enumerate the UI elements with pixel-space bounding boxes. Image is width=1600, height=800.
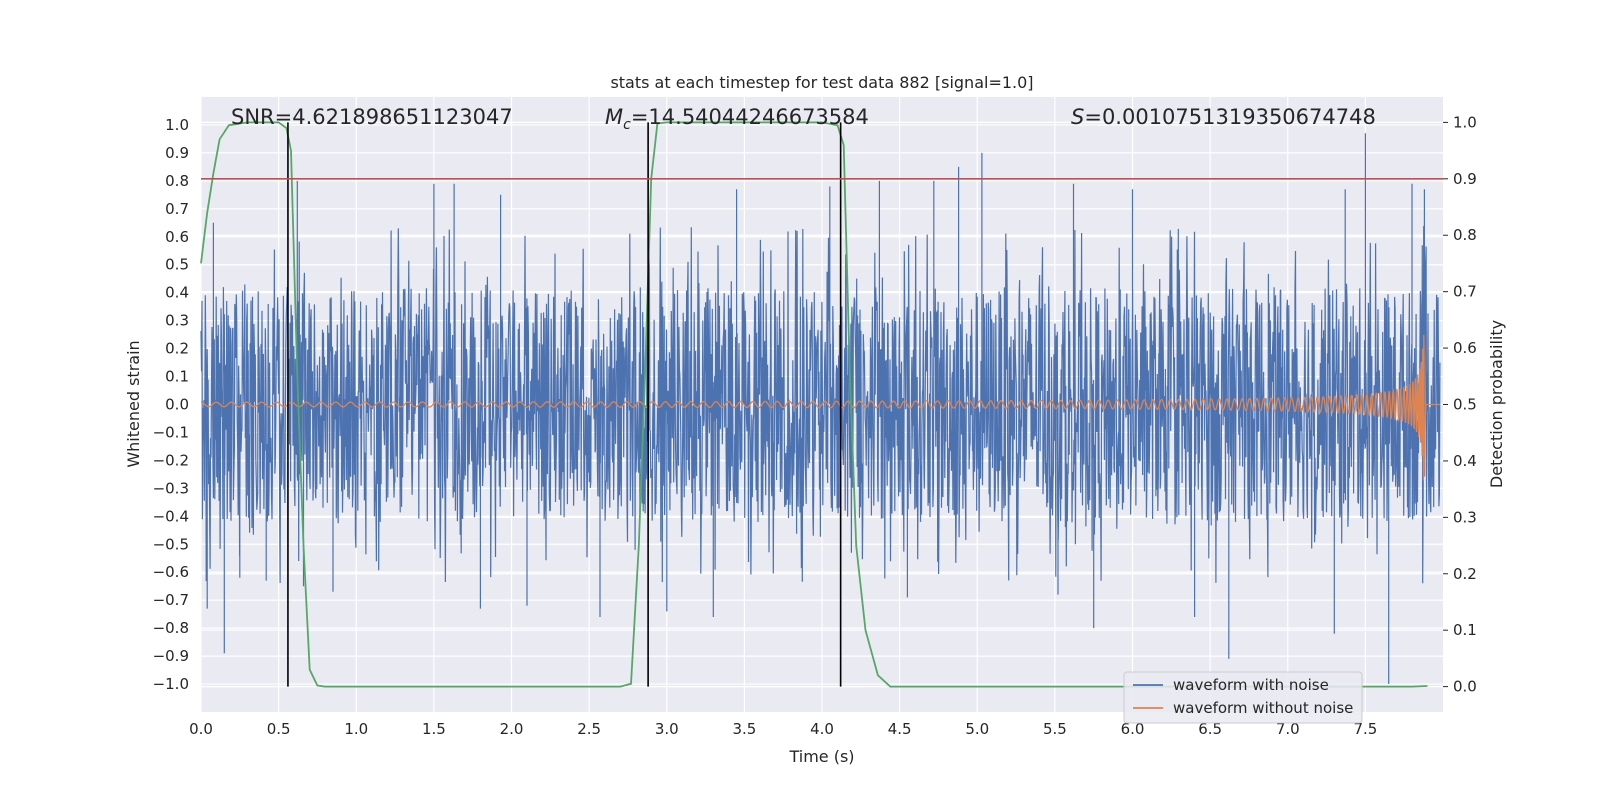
y-tick-label-left: −0.4	[153, 507, 189, 525]
chirp-mass-subscript: c	[623, 117, 631, 133]
y-tick-label-left: 0.7	[165, 200, 189, 218]
y-tick-label-left: 0.0	[165, 396, 189, 414]
y-tick-label-right: 0.1	[1453, 621, 1477, 639]
y-tick-label-right: 0.5	[1453, 396, 1477, 414]
x-tick-labels: 0.0 0.5 1.0 1.5 2.0 2.5 3.0 3.5 4.0 4.5 5.0 5.5 6.0 6…	[189, 720, 1377, 738]
x-tick-label: 5.0	[965, 720, 989, 738]
y-tick-label-right: 0.9	[1453, 170, 1477, 188]
left-y-axis-label: Whitened strain	[124, 340, 143, 467]
x-tick-label: 5.5	[1043, 720, 1067, 738]
y-tick-label-right: 0.2	[1453, 565, 1477, 583]
y-tick-label-right: 0.0	[1453, 678, 1477, 696]
probability-line	[200, 121, 1428, 688]
y-tick-label-left: 0.4	[165, 284, 189, 302]
x-tick-label: 1.0	[344, 720, 368, 738]
x-tick-label: 0.5	[267, 720, 291, 738]
x-tick-label: 6.0	[1121, 720, 1145, 738]
y-tick-label-right: 0.4	[1453, 452, 1477, 470]
y-tick-label-right: 0.3	[1453, 508, 1477, 526]
x-tick-label: 7.5	[1353, 720, 1377, 738]
y-tick-label-right: 0.8	[1453, 226, 1477, 244]
y-tick-label-left: −0.6	[153, 563, 189, 581]
legend-label-clean: waveform without noise	[1173, 699, 1353, 717]
y-tick-label-left: −0.1	[153, 423, 189, 441]
legend-box	[1123, 671, 1363, 724]
x-tick-label: 4.0	[810, 720, 834, 738]
y-tick-label-left: 0.5	[165, 256, 189, 274]
x-tick-label: 7.0	[1276, 720, 1300, 738]
chirp-mass-value: =14.54044246673584	[631, 105, 869, 129]
x-tick-label: 3.0	[655, 720, 679, 738]
y-tick-label-left: 0.6	[165, 228, 189, 246]
noisy-waveform	[200, 133, 1441, 684]
y-tick-label-left: −0.5	[153, 535, 189, 553]
probability-curve	[200, 121, 1428, 688]
y-tick-label-left: −0.9	[153, 647, 189, 665]
clean-waveform	[201, 335, 1440, 481]
x-tick-label: 2.0	[500, 720, 524, 738]
clean-waveform-line	[201, 335, 1440, 481]
y-tick-label-left: −0.3	[153, 479, 189, 497]
y-tick-label-left: 0.3	[165, 312, 189, 330]
boundary-lines	[287, 122, 842, 687]
left-y-tick-labels: 1.0 0.9 0.8 0.7 0.6 0.5 0.4 0.3 0.2 0.1 0.0 −0.1 −0.…	[153, 116, 189, 693]
s-symbol: S	[1071, 105, 1084, 129]
noisy-waveform-line	[200, 133, 1441, 684]
x-tick-label: 3.5	[732, 720, 756, 738]
x-tick-label: 4.5	[888, 720, 912, 738]
chirp-mass-symbol: M	[605, 105, 623, 129]
y-tick-label-left: 0.8	[165, 172, 189, 190]
chirp-mass-annotation: Mc=14.54044246673584	[605, 105, 869, 133]
x-tick-label: 2.5	[577, 720, 601, 738]
x-tick-label: 1.5	[422, 720, 446, 738]
y-tick-label-left: 1.0	[165, 116, 189, 134]
s-annotation: S=0.0010751319350674748	[1071, 105, 1376, 129]
legend: waveform with noise waveform without noi…	[1123, 671, 1363, 724]
y-tick-label-right: 1.0	[1453, 113, 1477, 131]
y-tick-label-left: 0.9	[165, 144, 189, 162]
y-tick-label-right: 0.7	[1453, 283, 1477, 301]
x-tick-label: 0.0	[189, 720, 213, 738]
right-y-tick-labels: 1.0 0.9 0.8 0.7 0.6 0.5 0.4 0.3 0.2 0.1 0.0	[1443, 113, 1477, 696]
s-value: =0.0010751319350674748	[1084, 105, 1376, 129]
y-tick-label-left: −0.2	[153, 451, 189, 469]
y-tick-label-left: −1.0	[153, 675, 189, 693]
x-axis-label: Time (s)	[788, 747, 854, 766]
snr-annotation: SNR=4.621898651123047	[231, 105, 513, 129]
chart-title: stats at each timestep for test data 882…	[610, 73, 1033, 92]
y-tick-label-left: −0.7	[153, 591, 189, 609]
legend-label-noisy: waveform with noise	[1173, 676, 1329, 694]
y-tick-label-left: 0.2	[165, 340, 189, 358]
y-tick-label-left: −0.8	[153, 619, 189, 637]
x-tick-label: 6.5	[1198, 720, 1222, 738]
y-tick-label-left: 0.1	[165, 368, 189, 386]
right-y-axis-label: Detection probability	[1487, 320, 1506, 488]
y-tick-label-right: 0.6	[1453, 339, 1477, 357]
